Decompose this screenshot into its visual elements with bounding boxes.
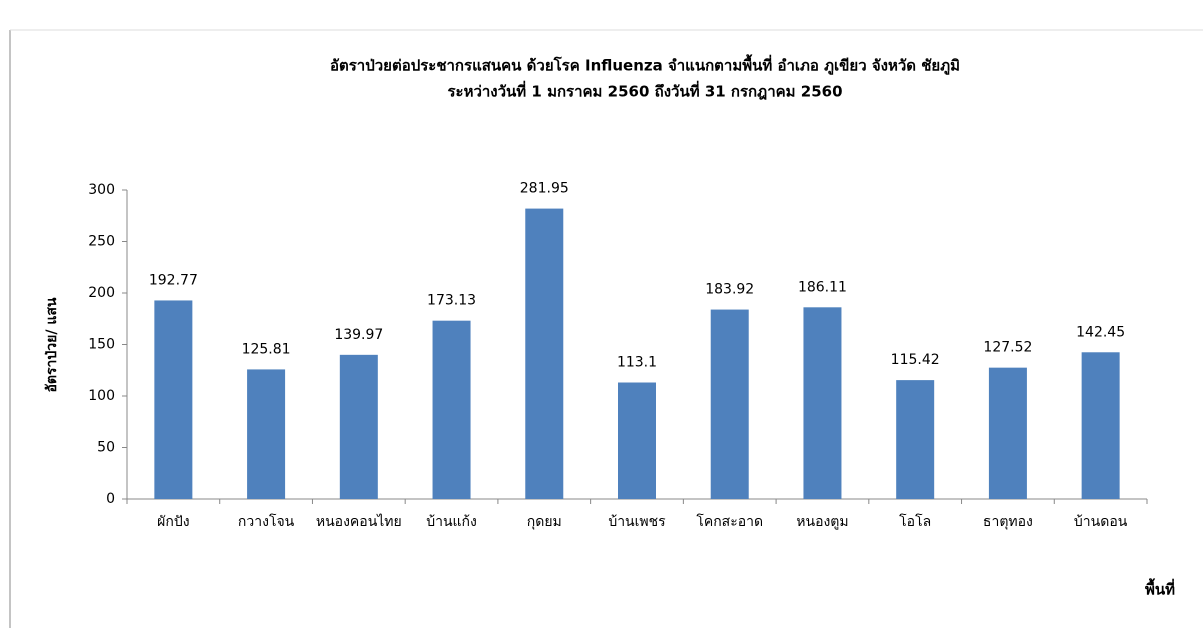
y-tick-label: 150 xyxy=(88,337,115,353)
chart-subtitle: ระหว่างวันที่ 1 มกราคม 2560 ถึงวันที่ 31… xyxy=(447,81,842,101)
value-label: 113.1 xyxy=(617,355,657,371)
y-tick-label: 200 xyxy=(88,285,115,301)
value-label: 183.92 xyxy=(705,282,754,298)
y-tick-label: 250 xyxy=(88,234,115,250)
value-label: 281.95 xyxy=(520,181,569,197)
x-tick-label: กวางโจน xyxy=(237,514,295,530)
bar xyxy=(618,382,656,499)
value-label: 115.42 xyxy=(891,352,940,368)
value-label: 125.81 xyxy=(242,341,291,357)
value-label: 186.11 xyxy=(798,279,847,295)
value-label: 192.77 xyxy=(149,272,198,288)
bar xyxy=(710,309,749,499)
x-tick-label: บ้านเพชร xyxy=(608,514,666,530)
y-axis-label: อัตราป่วย/ แสน xyxy=(44,297,60,392)
bar xyxy=(896,380,935,499)
y-tick-label: 300 xyxy=(88,182,115,198)
chart-title: อัตราป่วยต่อประชากรแสนคน ด้วยโรค Influen… xyxy=(330,54,960,76)
x-tick-label: กุดยม xyxy=(526,514,562,530)
y-tick-label: 50 xyxy=(97,440,115,456)
x-axis-label: พื้นที่ xyxy=(1145,578,1175,599)
x-tick-label: ธาตุทอง xyxy=(982,514,1033,530)
x-tick-label: โคกสะอาด xyxy=(696,514,764,530)
bar xyxy=(525,208,564,500)
bar xyxy=(988,367,1027,499)
x-tick-label: ผักปัง xyxy=(157,514,190,530)
x-tick-label: บ้านดอน xyxy=(1073,514,1128,530)
value-label: 173.13 xyxy=(427,293,476,309)
bar xyxy=(803,307,842,499)
value-label: 142.45 xyxy=(1076,324,1125,340)
x-tick-label: หนองตูม xyxy=(796,514,849,530)
x-tick-label: โอโล xyxy=(899,514,932,530)
y-tick-label: 0 xyxy=(106,491,115,507)
value-label: 127.52 xyxy=(983,340,1032,356)
x-tick-label: หนองคอนไทย xyxy=(315,514,402,530)
x-tick-label: บ้านแก้ง xyxy=(426,514,477,530)
bar xyxy=(339,354,378,499)
bar xyxy=(247,369,286,499)
y-tick-label: 100 xyxy=(88,388,115,404)
bar xyxy=(432,320,471,499)
bar xyxy=(154,300,193,499)
bar xyxy=(1081,352,1120,499)
value-label: 139.97 xyxy=(334,327,383,343)
